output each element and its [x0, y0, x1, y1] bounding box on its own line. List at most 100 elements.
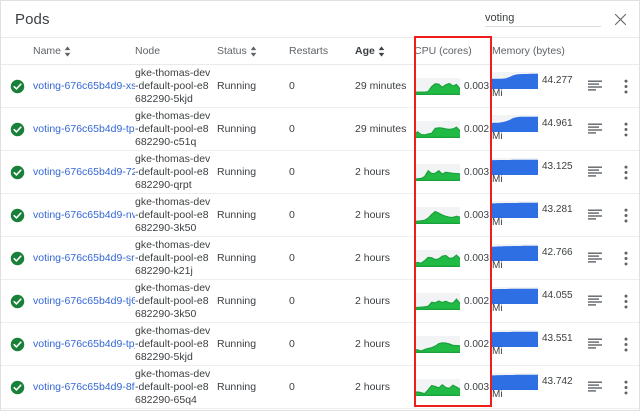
row-memory-cell: 43.125 Mi [492, 151, 578, 194]
row-restarts-cell: 0 [289, 80, 295, 92]
more-vert-icon[interactable] [615, 118, 637, 140]
table-row[interactable]: voting-676c65b4d9-8f gke-thomas-dev-defau… [1, 366, 639, 409]
row-age-cell: 29 minutes [355, 80, 407, 92]
memory-unit: Mi [492, 346, 503, 357]
row-node-cell: gke-thomas-dev-default-pool-e8682290-5kj… [135, 66, 211, 105]
pod-name-link[interactable]: voting-676c65b4d9-srl [33, 252, 135, 264]
logs-icon[interactable] [584, 204, 606, 226]
pod-name-link[interactable]: voting-676c65b4d9-tpj [33, 338, 135, 350]
panel-header: Pods [1, 1, 639, 37]
table-row[interactable]: voting-676c65b4d9-tj6 gke-thomas-dev-defa… [1, 280, 639, 323]
column-label-cpu: CPU (cores) [414, 45, 472, 57]
logs-icon[interactable] [584, 161, 606, 183]
table-row[interactable]: voting-676c65b4d9-tpj gke-thomas-dev-defa… [1, 323, 639, 366]
row-restarts-cell: 0 [289, 295, 295, 307]
pod-name-link[interactable]: voting-676c65b4d9-72 [33, 166, 135, 178]
memory-unit: Mi [492, 131, 503, 142]
memory-sparkline [492, 115, 538, 132]
column-label-node: Node [135, 45, 161, 57]
row-node-cell: gke-thomas-dev-default-pool-e8682290-65q… [135, 367, 211, 406]
search-input[interactable] [485, 11, 601, 27]
column-header-status[interactable]: Status [217, 38, 289, 65]
sort-arrows-icon [250, 45, 257, 57]
cpu-metric: 0.003 [414, 163, 492, 181]
table-row[interactable]: voting-676c65b4d9-nv gke-thomas-dev-defau… [1, 194, 639, 237]
more-vert-icon[interactable] [615, 247, 637, 269]
logs-icon[interactable] [584, 118, 606, 140]
row-status-text: Running [217, 166, 257, 178]
row-menu-cell [611, 151, 639, 194]
column-header-cpu: CPU (cores) [414, 38, 492, 65]
column-header-status-icon [1, 38, 33, 65]
cpu-sparkline [414, 120, 460, 138]
column-header-name[interactable]: Name [33, 38, 135, 65]
more-vert-icon[interactable] [615, 376, 637, 398]
logs-icon[interactable] [584, 376, 606, 398]
table-row[interactable]: voting-676c65b4d9-xs gke-thomas-dev-defau… [1, 65, 639, 108]
cpu-value: 0.003 [464, 381, 490, 393]
row-status-cell [1, 366, 33, 409]
more-vert-icon[interactable] [615, 290, 637, 312]
cpu-metric: 0.002 [414, 292, 492, 310]
more-vert-icon[interactable] [615, 204, 637, 226]
row-logs-cell [578, 65, 611, 108]
column-header-memory: Memory (bytes) [492, 38, 639, 65]
row-memory-cell: 44.055 Mi [492, 280, 578, 323]
logs-icon[interactable] [584, 333, 606, 355]
row-name-cell: voting-676c65b4d9-72 [33, 151, 135, 194]
column-label-restarts: Restarts [289, 45, 329, 57]
row-cpu-cell: 0.003 [414, 366, 492, 409]
logs-icon[interactable] [584, 75, 606, 97]
pod-name-link[interactable]: voting-676c65b4d9-8f [33, 381, 135, 393]
more-vert-icon[interactable] [615, 333, 637, 355]
table-row[interactable]: voting-676c65b4d9-srl gke-thomas-dev-defa… [1, 237, 639, 280]
logs-icon[interactable] [584, 290, 606, 312]
row-menu-cell [611, 366, 639, 409]
cpu-value: 0.002 [464, 295, 490, 307]
column-header-age[interactable]: Age [355, 38, 414, 65]
row-status-cell [1, 108, 33, 151]
row-cpu-cell: 0.002 [414, 280, 492, 323]
row-logs-cell [578, 108, 611, 151]
row-restarts-cell: 0 [289, 381, 295, 393]
column-header-node: Node [135, 38, 217, 65]
row-menu-cell [611, 323, 639, 366]
pod-name-link[interactable]: voting-676c65b4d9-nv [33, 209, 135, 221]
row-age-cell: 2 hours [355, 338, 391, 350]
cpu-value: 0.003 [464, 252, 490, 264]
close-icon[interactable] [611, 10, 629, 28]
row-memory-cell: 44.277 Mi [492, 65, 578, 108]
cpu-value: 0.002 [464, 123, 490, 135]
row-logs-cell [578, 366, 611, 409]
pod-name-link[interactable]: voting-676c65b4d9-xs [33, 80, 135, 92]
memory-value: 43.125 [542, 161, 573, 172]
row-name-cell: voting-676c65b4d9-tpr [33, 108, 135, 151]
memory-sparkline [492, 330, 538, 347]
row-age-cell: 2 hours [355, 209, 391, 221]
column-label-status: Status [217, 45, 247, 57]
memory-metric: 44.055 Mi [492, 287, 578, 315]
logs-icon[interactable] [584, 247, 606, 269]
more-vert-icon[interactable] [615, 161, 637, 183]
pod-name-link[interactable]: voting-676c65b4d9-tj6 [33, 295, 135, 307]
memory-value: 44.055 [542, 290, 573, 301]
pod-name-link[interactable]: voting-676c65b4d9-tpr [33, 123, 135, 135]
table-row[interactable]: voting-676c65b4d9-72 gke-thomas-dev-defau… [1, 151, 639, 194]
header-row: Name Node Status [1, 37, 639, 65]
row-node-cell: gke-thomas-dev-default-pool-e8682290-5kj… [135, 324, 211, 363]
memory-value: 43.742 [542, 376, 573, 387]
memory-unit: Mi [492, 389, 503, 400]
search-area [485, 10, 629, 28]
cpu-metric: 0.003 [414, 206, 492, 224]
row-node-cell: gke-thomas-dev-default-pool-e8682290-3k5… [135, 195, 211, 234]
memory-sparkline [492, 373, 538, 390]
memory-value: 43.551 [542, 333, 573, 344]
row-status-text: Running [217, 295, 257, 307]
memory-metric: 42.766 Mi [492, 244, 578, 272]
more-vert-icon[interactable] [615, 75, 637, 97]
memory-unit: Mi [492, 88, 503, 99]
table-row[interactable]: voting-676c65b4d9-tpr gke-thomas-dev-defa… [1, 108, 639, 151]
check-circle-icon [10, 294, 25, 308]
row-restarts-cell: 0 [289, 252, 295, 264]
